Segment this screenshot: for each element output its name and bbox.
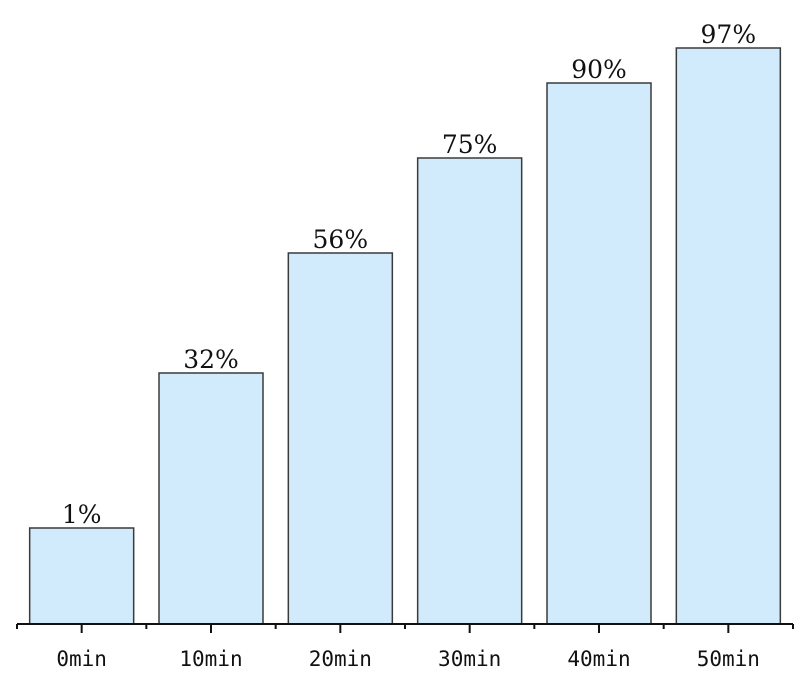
data-label-0min: 1% [62, 500, 102, 529]
x-axis-ticks [16, 624, 794, 633]
data-label-40min: 90% [571, 55, 627, 84]
data-label-30min: 75% [442, 130, 498, 159]
bar-50min [675, 47, 782, 625]
data-label-20min: 56% [313, 225, 369, 254]
data-labels-group: 1% 32% 56% 75% 90% 97% [62, 20, 756, 529]
x-tick-label-30min: 30min [438, 647, 501, 671]
x-tick-label-20min: 20min [309, 647, 372, 671]
bars-group [28, 47, 782, 625]
data-label-50min: 97% [701, 20, 757, 49]
x-tick-label-0min: 0min [56, 647, 107, 671]
bar-30min [416, 157, 523, 625]
x-axis-tick-labels: 0min 10min 20min 30min 40min 50min [56, 647, 760, 671]
x-tick-label-40min: 40min [567, 647, 630, 671]
x-tick-label-10min: 10min [179, 647, 242, 671]
bar-10min [158, 372, 264, 625]
bar-0min [28, 527, 135, 625]
data-label-10min: 32% [183, 345, 239, 374]
bar-20min [287, 252, 394, 625]
x-tick-label-50min: 50min [697, 647, 760, 671]
bar-40min [546, 82, 652, 625]
